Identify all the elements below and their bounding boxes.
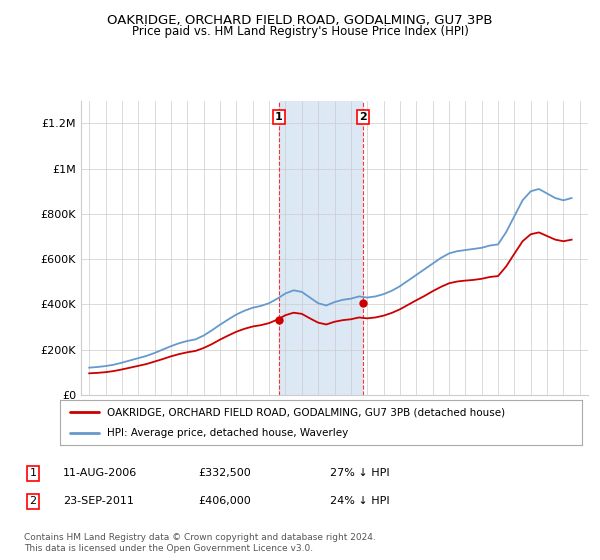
Text: OAKRIDGE, ORCHARD FIELD ROAD, GODALMING, GU7 3PB: OAKRIDGE, ORCHARD FIELD ROAD, GODALMING,… [107,14,493,27]
Text: 2: 2 [29,496,37,506]
Text: 27% ↓ HPI: 27% ↓ HPI [330,468,389,478]
Text: 2: 2 [359,111,367,122]
Bar [279,101,363,395]
Text: 1: 1 [29,468,37,478]
Text: £332,500: £332,500 [198,468,251,478]
Text: 1: 1 [275,111,283,122]
Text: 24% ↓ HPI: 24% ↓ HPI [330,496,389,506]
Text: 23-SEP-2011: 23-SEP-2011 [63,496,134,506]
Text: £406,000: £406,000 [198,496,251,506]
Text: OAKRIDGE, ORCHARD FIELD ROAD, GODALMING, GU7 3PB (detached house): OAKRIDGE, ORCHARD FIELD ROAD, GODALMING,… [107,408,505,418]
Text: Price paid vs. HM Land Registry's House Price Index (HPI): Price paid vs. HM Land Registry's House … [131,25,469,38]
Text: Contains HM Land Registry data © Crown copyright and database right 2024.
This d: Contains HM Land Registry data © Crown c… [24,533,376,553]
Text: HPI: Average price, detached house, Waverley: HPI: Average price, detached house, Wave… [107,428,348,438]
Text: 11-AUG-2006: 11-AUG-2006 [63,468,137,478]
